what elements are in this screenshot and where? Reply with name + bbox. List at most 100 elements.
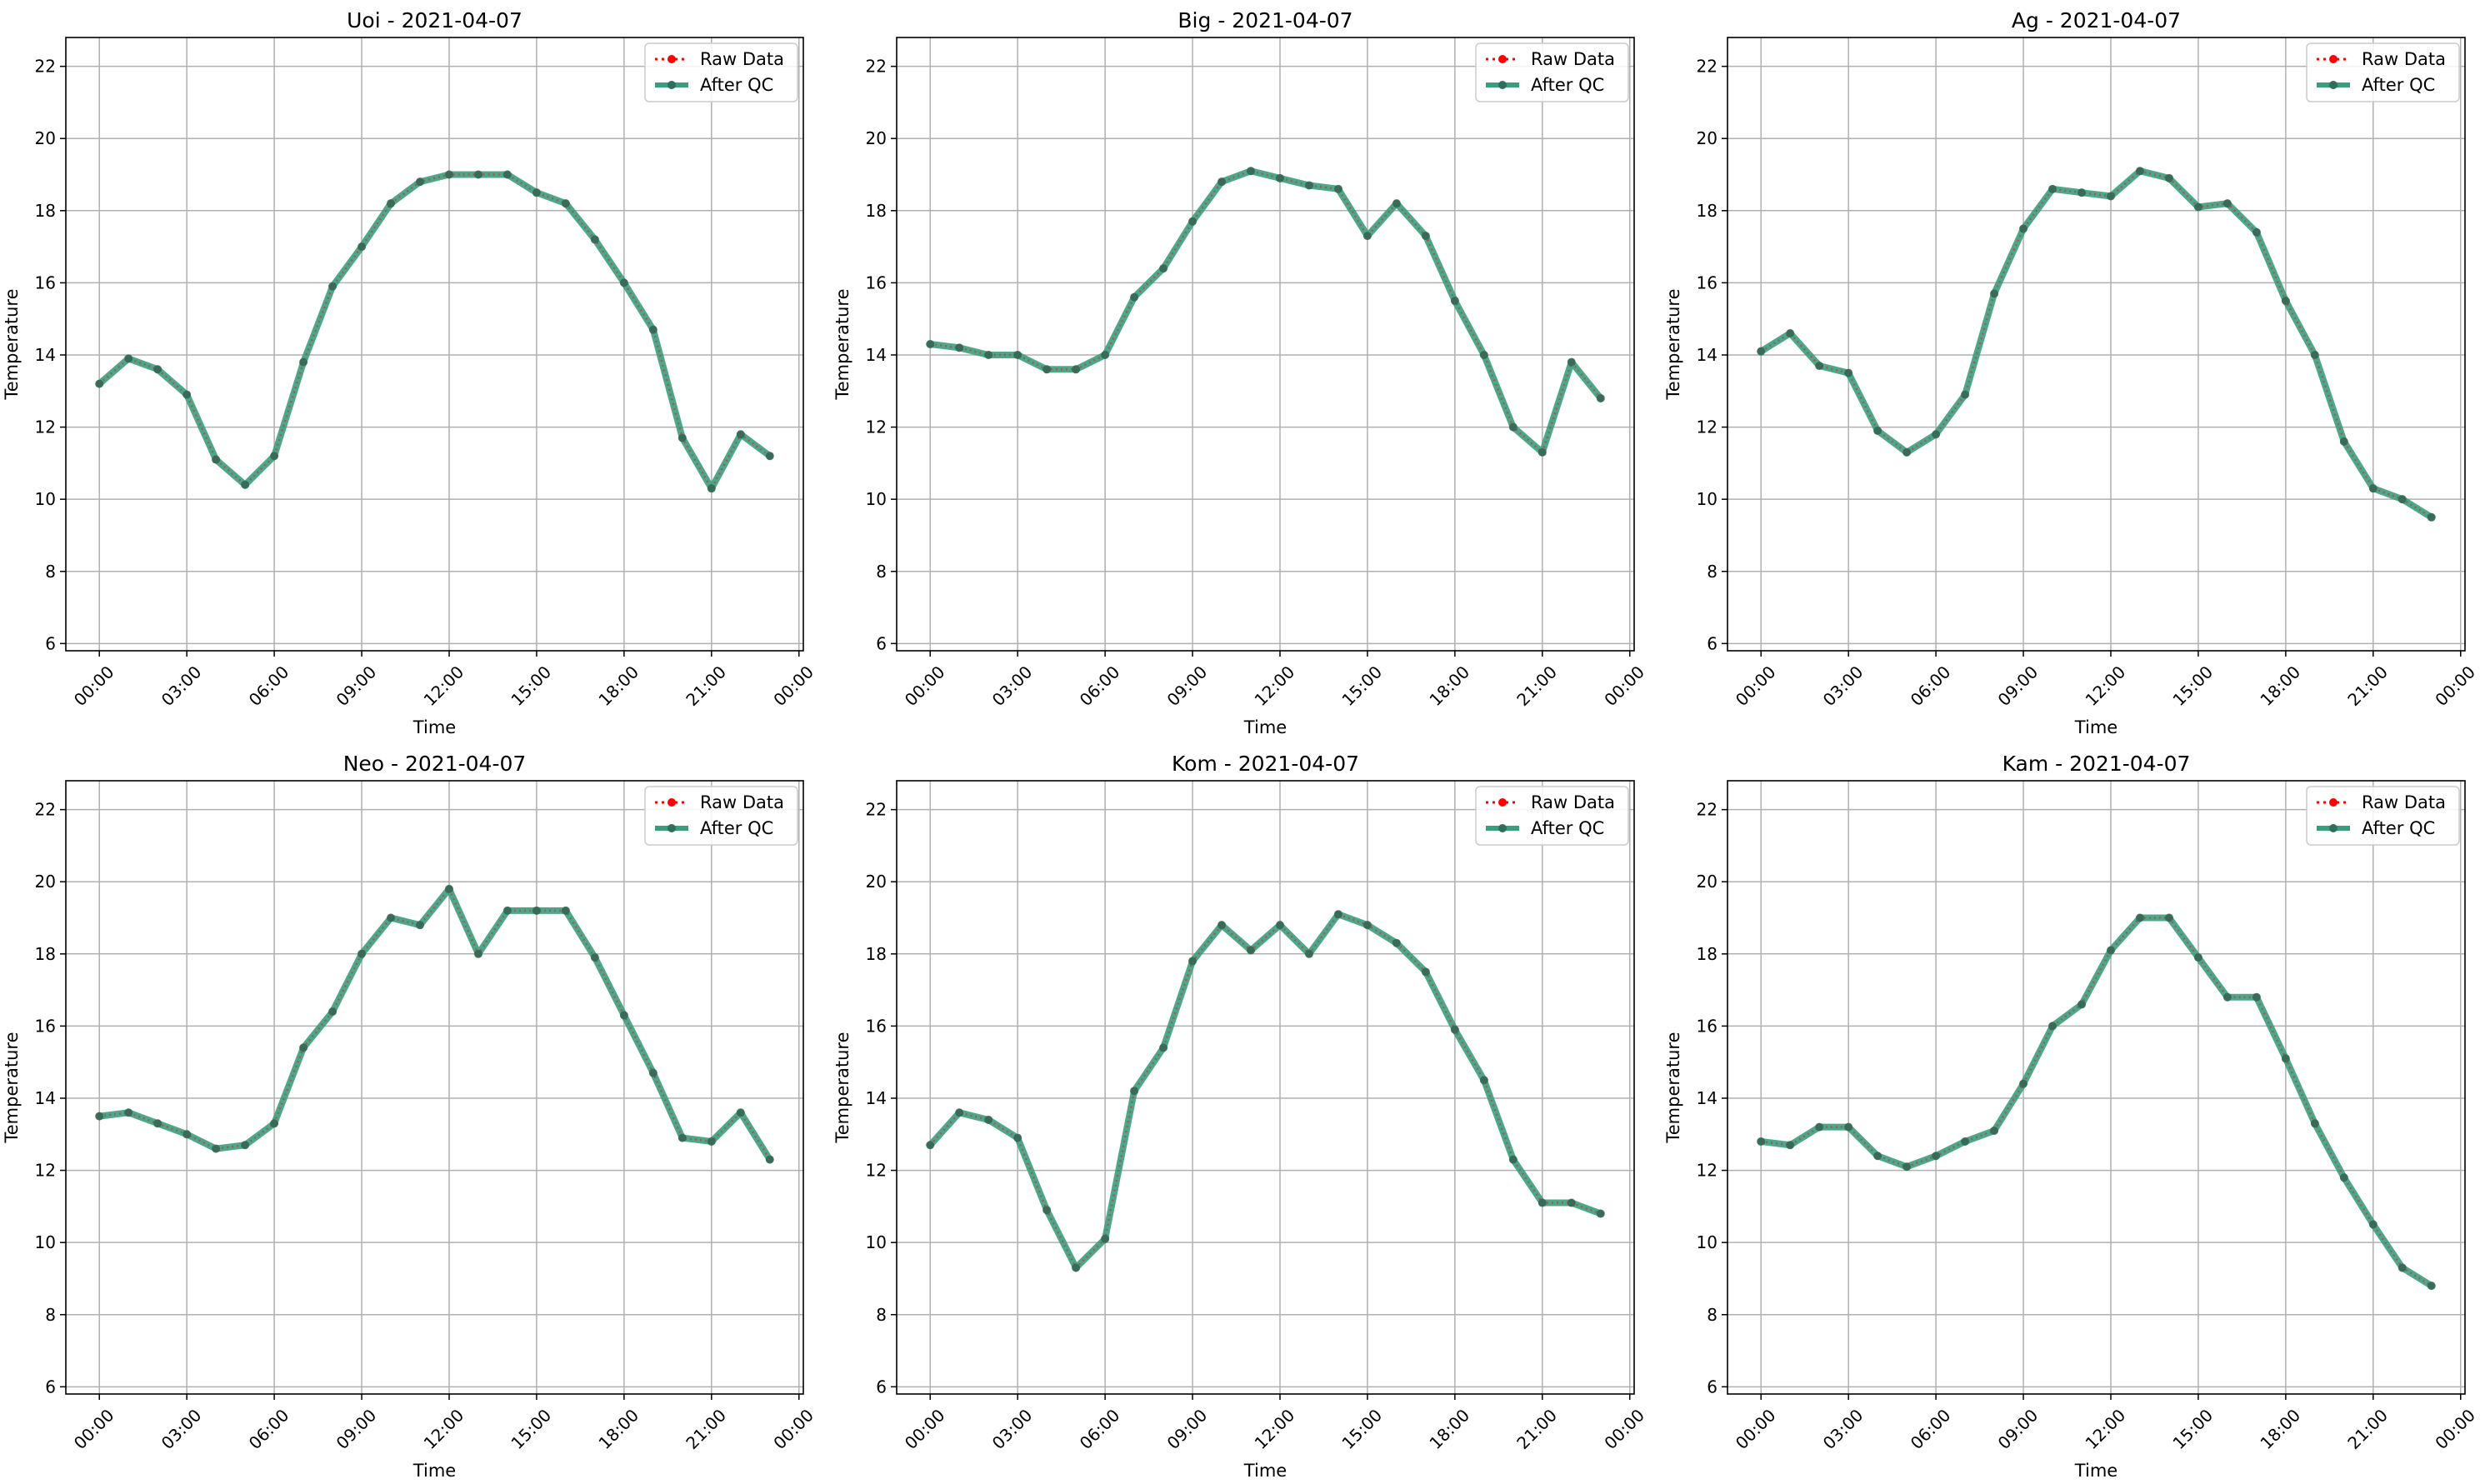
y-tick-label: 14	[35, 345, 56, 365]
x-tick-label: 03:00	[988, 662, 1037, 710]
legend-marker-raw-data	[1498, 798, 1507, 807]
after-qc-point	[1538, 1198, 1547, 1207]
x-tick-label: 15:00	[1338, 662, 1386, 710]
after-qc-point	[387, 913, 396, 922]
after-qc-point	[1130, 292, 1139, 302]
after-qc-point	[2193, 953, 2202, 962]
x-tick-label: 00:00	[1732, 662, 1780, 710]
after-qc-point	[1042, 1206, 1052, 1215]
chart-title: Kom - 2021-04-07	[1172, 752, 1359, 776]
x-tick-label: 09:00	[1994, 662, 2042, 710]
y-tick-label: 22	[35, 57, 56, 77]
series-line-raw-data	[930, 169, 1602, 455]
after-qc-point	[532, 188, 541, 197]
after-qc-point	[124, 354, 133, 363]
legend: Raw Data After QC	[644, 42, 798, 102]
y-tick-label: 10	[35, 1232, 56, 1252]
axes-frame	[896, 780, 1635, 1395]
after-qc-point	[984, 350, 993, 359]
chart-title: Neo - 2021-04-07	[343, 752, 527, 776]
after-qc-point	[648, 1068, 658, 1077]
after-qc-point	[1392, 938, 1401, 947]
y-tick-label: 18	[35, 944, 56, 964]
chart-title: Uoi - 2021-04-07	[347, 8, 522, 32]
legend-label-raw-data: Raw Data	[2362, 792, 2446, 812]
after-qc-point	[1990, 1126, 1999, 1135]
after-qc-point	[1218, 177, 1227, 187]
after-qc-point	[1072, 1263, 1081, 1272]
x-tick-label: 00:00	[901, 1405, 949, 1453]
after-qc-point	[590, 235, 599, 244]
legend-marker-after-qc	[1498, 81, 1507, 89]
after-qc-point	[1304, 181, 1313, 190]
after-qc-point	[765, 1155, 774, 1164]
y-tick-label: 6	[1707, 633, 1718, 653]
after-qc-point	[299, 1043, 308, 1052]
x-tick-label: 18:00	[594, 1405, 642, 1453]
y-tick-label: 20	[1697, 128, 1718, 148]
after-qc-point	[1159, 264, 1168, 273]
after-qc-point	[1013, 1133, 1022, 1142]
y-tick-label: 22	[35, 800, 56, 820]
after-qc-point	[1159, 1043, 1168, 1052]
after-qc-point	[1932, 1152, 1941, 1161]
x-tick-label: 09:00	[1163, 662, 1212, 710]
gridlines	[897, 781, 1634, 1394]
legend: Raw Data After QC	[2306, 786, 2460, 846]
series-line-after-qc	[96, 171, 773, 492]
legend-marker-raw-data	[2329, 55, 2338, 63]
y-tick-label: 8	[1707, 562, 1718, 582]
after-qc-point	[153, 1119, 162, 1128]
after-qc-point	[1421, 232, 1430, 241]
chart-title: Kam - 2021-04-07	[2002, 752, 2191, 776]
after-qc-point	[1508, 1155, 1518, 1164]
legend-label-raw-data: Raw Data	[1531, 792, 1615, 812]
y-tick-label: 6	[876, 633, 887, 653]
legend: Raw Data After QC	[1475, 42, 1629, 102]
after-qc-point	[1333, 184, 1342, 193]
x-tick-label: 03:00	[1819, 1405, 1868, 1453]
after-qc-point	[1421, 967, 1430, 977]
y-tick-label: 22	[866, 800, 887, 820]
after-qc-point	[1101, 350, 1110, 359]
after-qc-point	[1902, 1162, 1912, 1172]
after-qc-point	[2135, 913, 2144, 922]
y-tick-label: 16	[1697, 1016, 1718, 1036]
after-qc-point	[212, 455, 221, 464]
legend-marker-raw-data	[668, 55, 676, 63]
y-tick-label: 8	[876, 562, 887, 582]
after-qc-point	[2222, 992, 2232, 1002]
after-qc-point	[955, 1108, 964, 1117]
x-tick-label: 21:00	[2343, 1405, 2392, 1453]
x-tick-label: 00:00	[2431, 1405, 2479, 1453]
after-qc-point	[1247, 946, 1256, 955]
after-qc-point	[1873, 426, 1882, 435]
y-tick-label: 20	[35, 128, 56, 148]
x-tick-label: 00:00	[1600, 1405, 1648, 1453]
after-qc-point	[1757, 347, 1766, 356]
legend: Raw Data After QC	[1475, 786, 1629, 846]
x-tick-label: 00:00	[769, 1405, 818, 1453]
after-qc-point	[1844, 1122, 1853, 1132]
after-qc-point	[95, 1112, 104, 1121]
series-line-after-qc	[96, 885, 773, 1163]
axes-frame	[65, 37, 804, 652]
x-tick-label: 03:00	[158, 1405, 206, 1453]
x-tick-label: 21:00	[1512, 1405, 1561, 1453]
after-qc-point	[590, 953, 599, 962]
legend-marker-after-qc	[1498, 824, 1507, 832]
x-tick-label: 18:00	[594, 662, 642, 710]
y-tick-label: 8	[1707, 1305, 1718, 1325]
x-tick-label: 06:00	[1907, 662, 1955, 710]
y-axis-label: Temperature	[1663, 288, 1683, 400]
after-qc-point	[765, 452, 774, 461]
after-qc-point	[561, 199, 570, 208]
series-line-raw-data	[1761, 917, 2432, 1287]
after-qc-point	[358, 242, 367, 252]
x-tick-label: 15:00	[2168, 662, 2217, 710]
after-qc-point	[1508, 422, 1518, 432]
after-qc-point	[2135, 167, 2144, 176]
axes-frame	[1727, 37, 2466, 652]
after-qc-point	[328, 282, 338, 291]
legend-label-raw-data: Raw Data	[700, 792, 784, 812]
